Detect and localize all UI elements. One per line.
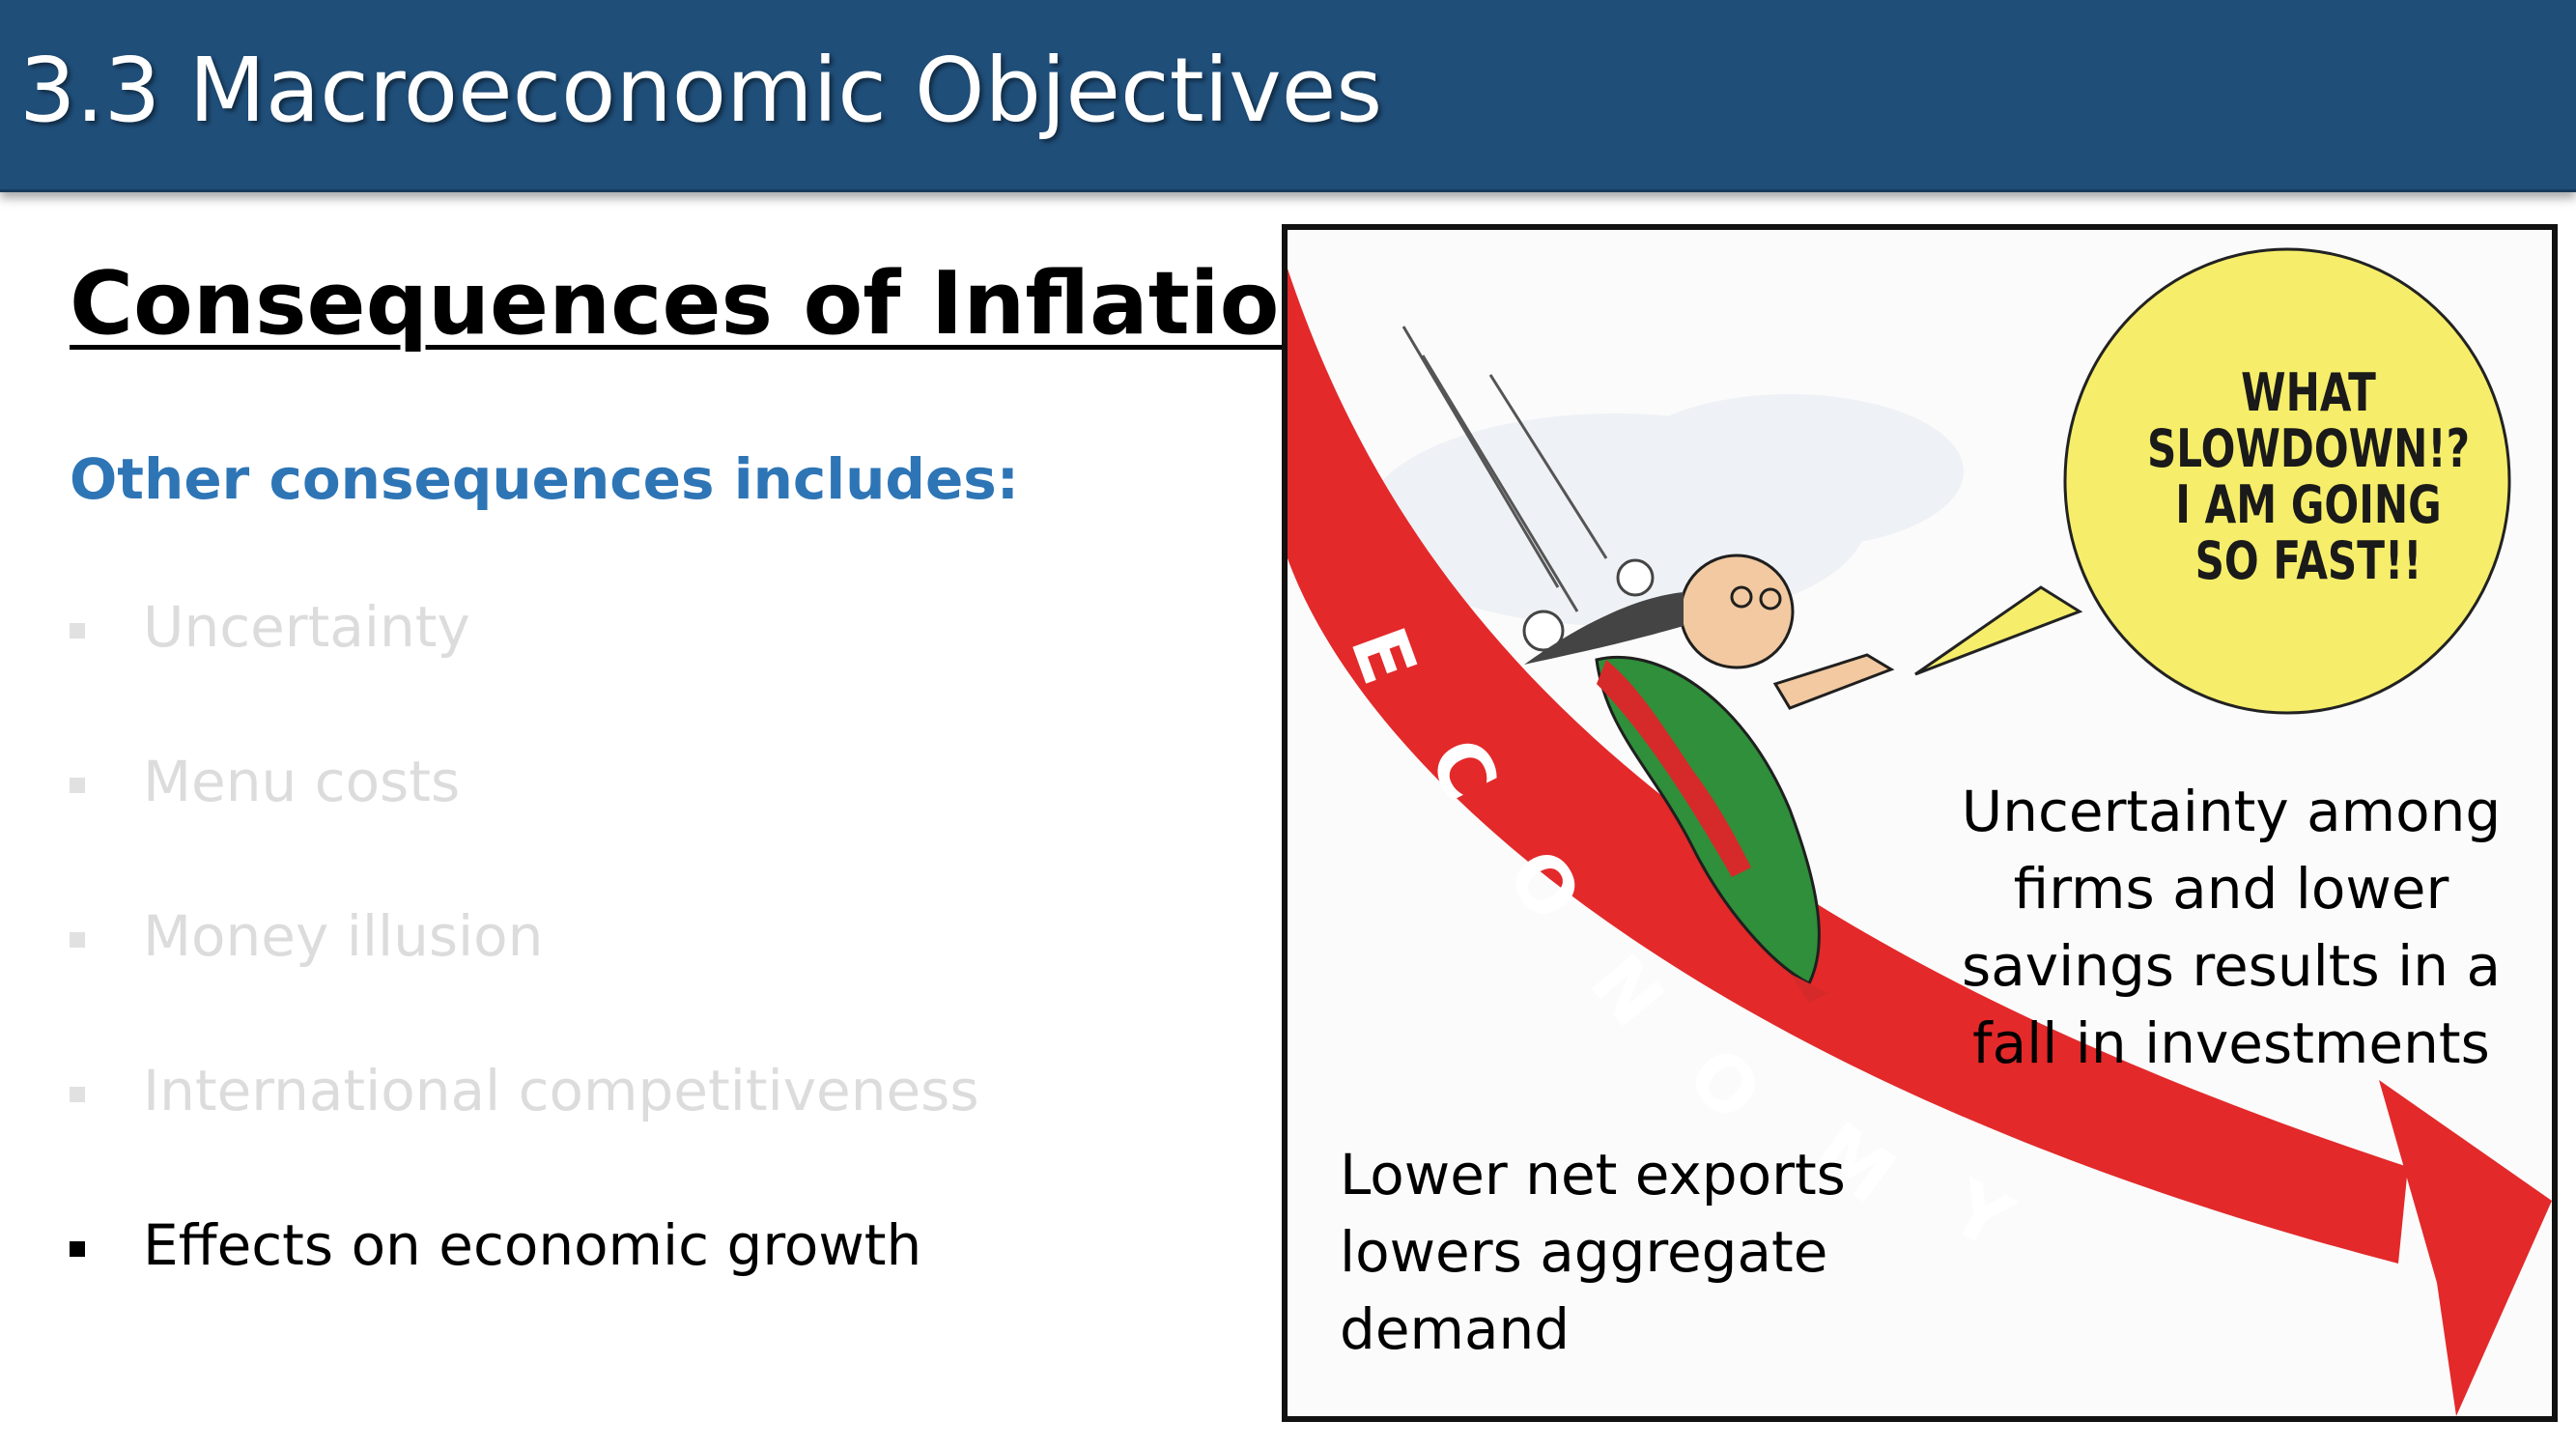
arrow-letter: Y (1935, 1164, 2025, 1267)
square-bullet-icon (70, 1087, 85, 1102)
arrow-letter: O (1671, 1032, 1778, 1139)
bullet-label: Effects on economic growth (143, 1212, 922, 1278)
cartoon-illustration: E C O N O M Y (1288, 247, 2552, 1416)
running-woman-figure (1524, 554, 1895, 1003)
bullet-item-uncertainty: Uncertainty (70, 594, 979, 749)
speech-bubble (2063, 247, 2511, 715)
arrow-head-icon (2379, 1080, 2552, 1416)
square-bullet-icon (70, 932, 85, 948)
square-bullet-icon (70, 778, 85, 793)
header-bar: 3.3 Macroeconomic Objectives (0, 0, 2576, 192)
speech-line: SLOWDOWN!? (2146, 418, 2471, 479)
economy-cartoon: E C O N O M Y (1282, 224, 2558, 1422)
square-bullet-icon (70, 623, 85, 639)
bullet-label: Money illusion (143, 903, 544, 969)
speech-line: I AM GOING (2175, 474, 2442, 535)
speech-line: WHAT (2241, 362, 2376, 423)
speech-line: SO FAST!! (2194, 530, 2422, 591)
bullet-item-economic-growth: Effects on economic growth (70, 1212, 979, 1367)
annotation-net-exports: Lower net exports lowers aggregate deman… (1340, 1142, 1846, 1362)
slide-subtitle: Other consequences includes: (70, 446, 1019, 512)
speech-bubble-tail (1914, 585, 2083, 676)
header-title: 3.3 Macroeconomic Objectives (19, 39, 1383, 142)
bullet-item-money-illusion: Money illusion (70, 903, 979, 1058)
bullet-label: Menu costs (143, 749, 461, 814)
bullet-label: International competitiveness (143, 1058, 979, 1123)
bullet-item-international-competitiveness: International competitiveness (70, 1058, 979, 1212)
bullet-label: Uncertainty (143, 594, 470, 660)
square-bullet-icon (70, 1241, 85, 1257)
economy-arrow (1288, 269, 2408, 1264)
slide-title: Consequences of Inflation (70, 253, 1342, 355)
bullet-list: Uncertainty Menu costs Money illusion In… (70, 594, 979, 1367)
speech-bubble-text: WHAT SLOWDOWN!? I AM GOING SO FAST!! (2136, 365, 2482, 589)
annotation-investments: Uncertainty among firms and lower saving… (1961, 779, 2502, 1076)
bullet-item-menu-costs: Menu costs (70, 749, 979, 903)
